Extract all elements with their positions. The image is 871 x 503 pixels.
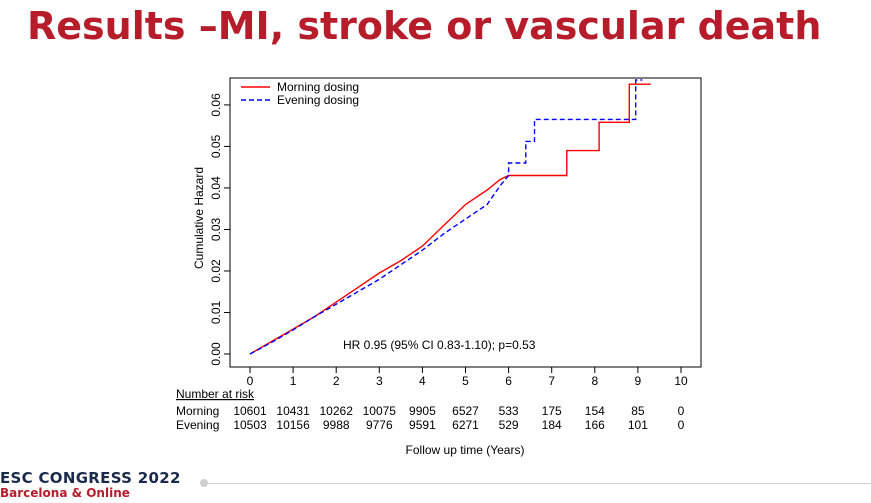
legend-label: Morning dosing — [277, 80, 359, 94]
risk-cell: 101 — [628, 418, 648, 432]
y-tick-label: 0.02 — [209, 259, 223, 283]
legend-label: Evening dosing — [277, 93, 359, 107]
risk-cell: 10431 — [276, 404, 310, 418]
x-tick-label: 7 — [548, 374, 555, 388]
risk-table: Morning 10601 10431 10262 10075 9905 6527 533 17… — [176, 404, 685, 432]
y-tick-label: 0.04 — [209, 176, 223, 200]
risk-cell: 175 — [542, 404, 562, 418]
risk-cell: 10503 — [233, 418, 267, 432]
congress-name: ESC CONGRESS 2022 — [0, 469, 181, 487]
risk-cell: 10601 — [233, 404, 267, 418]
risk-cell: 184 — [542, 418, 562, 432]
risk-cell: 6271 — [452, 418, 479, 432]
footer-dot — [200, 479, 208, 487]
risk-cell: 6527 — [452, 404, 479, 418]
risk-cell: 154 — [585, 404, 605, 418]
x-tick-label: 9 — [635, 374, 642, 388]
y-tick-label: 0.03 — [209, 217, 223, 241]
risk-row-label: Morning — [176, 404, 219, 418]
risk-cell: 85 — [631, 404, 645, 418]
congress-brand: ESC CONGRESS 2022 Barcelona & Online — [0, 470, 181, 500]
x-tick-label: 5 — [462, 374, 469, 388]
x-tick-label: 6 — [505, 374, 512, 388]
risk-table-heading: Number at risk — [176, 387, 255, 401]
risk-cell: 9776 — [366, 418, 393, 432]
plot-frame — [229, 77, 702, 368]
risk-cell: 9988 — [323, 418, 350, 432]
risk-cell: 533 — [499, 404, 519, 418]
risk-cell: 10075 — [363, 404, 397, 418]
x-tick-label: 1 — [290, 374, 297, 388]
risk-row-label: Evening — [176, 418, 219, 432]
x-tick-label: 8 — [591, 374, 598, 388]
risk-cell: 166 — [585, 418, 605, 432]
kaplan-meier-chart: 0 1 2 3 4 5 6 7 8 9 10 0.00 0.01 0.02 0.03 0.04 0.05 0.06… — [176, 77, 702, 457]
risk-cell: 10262 — [320, 404, 354, 418]
slide-title: Results –MI, stroke or vascular death — [27, 4, 822, 48]
x-tick-label: 3 — [376, 374, 383, 388]
x-axis-label: Follow up time (Years) — [406, 443, 525, 457]
y-tick-label: 0.00 — [209, 342, 223, 366]
y-axis-label: Cumulative Hazard — [192, 167, 206, 269]
risk-cell: 0 — [678, 404, 685, 418]
y-tick-label: 0.05 — [209, 134, 223, 158]
x-tick-label: 10 — [674, 374, 688, 388]
x-tick-label: 4 — [419, 374, 426, 388]
y-tick-label: 0.06 — [209, 93, 223, 117]
risk-cell: 9905 — [409, 404, 436, 418]
y-tick-label: 0.01 — [209, 300, 223, 324]
chart-curves — [249, 79, 651, 355]
hr-annotation: HR 0.95 (95% CI 0.83-1.10); p=0.53 — [343, 338, 536, 352]
series-line-morning — [249, 83, 651, 355]
footer-divider — [205, 483, 871, 484]
risk-cell: 10156 — [276, 418, 310, 432]
risk-cell: 529 — [499, 418, 519, 432]
chart-axes: 0 1 2 3 4 5 6 7 8 9 10 0.00 0.01 0.02 0.03 0.04 0.05 0.06 — [209, 77, 702, 388]
risk-cell: 9591 — [409, 418, 436, 432]
x-tick-label: 2 — [333, 374, 340, 388]
risk-cell: 0 — [678, 418, 685, 432]
x-tick-label: 0 — [247, 374, 254, 388]
congress-location: Barcelona & Online — [0, 486, 130, 500]
series-line-evening — [249, 79, 643, 355]
